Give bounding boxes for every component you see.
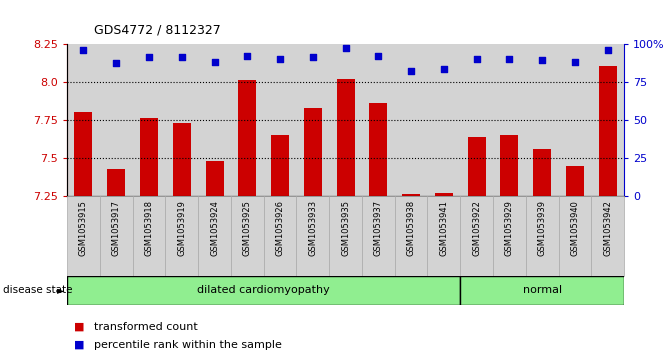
Bar xyxy=(501,135,519,196)
Bar xyxy=(395,44,427,196)
Point xyxy=(438,66,449,72)
Text: ■: ■ xyxy=(74,322,85,332)
Bar xyxy=(558,44,591,196)
Bar xyxy=(74,112,93,196)
Bar xyxy=(100,44,133,196)
Bar xyxy=(205,161,223,196)
Point xyxy=(537,57,548,63)
Bar xyxy=(140,118,158,196)
Bar xyxy=(369,103,387,196)
Bar xyxy=(526,44,558,196)
Point xyxy=(307,54,318,60)
Bar xyxy=(304,107,322,196)
Text: GSM1053926: GSM1053926 xyxy=(276,200,285,256)
Point xyxy=(603,47,613,53)
Bar xyxy=(133,44,165,196)
Bar xyxy=(493,44,526,196)
Text: GSM1053938: GSM1053938 xyxy=(407,200,415,256)
Bar xyxy=(395,196,427,276)
Text: ►: ► xyxy=(57,285,64,295)
Bar xyxy=(67,44,100,196)
Bar xyxy=(460,196,493,276)
Bar xyxy=(107,168,125,196)
Bar xyxy=(526,196,558,276)
Bar xyxy=(427,196,460,276)
Point xyxy=(209,59,220,65)
Text: GSM1053924: GSM1053924 xyxy=(210,200,219,256)
Point xyxy=(78,47,89,53)
Bar xyxy=(172,123,191,196)
Point xyxy=(504,56,515,62)
Bar xyxy=(231,196,264,276)
Point xyxy=(111,61,121,66)
Text: percentile rank within the sample: percentile rank within the sample xyxy=(94,340,282,350)
Bar xyxy=(591,196,624,276)
Bar xyxy=(337,79,354,196)
Point xyxy=(144,54,154,60)
Text: GSM1053918: GSM1053918 xyxy=(144,200,154,256)
Bar xyxy=(427,44,460,196)
Text: GSM1053917: GSM1053917 xyxy=(112,200,121,256)
Bar xyxy=(100,196,133,276)
Bar xyxy=(329,196,362,276)
Bar xyxy=(362,44,395,196)
Bar xyxy=(599,66,617,196)
Bar xyxy=(238,80,256,196)
Text: GSM1053919: GSM1053919 xyxy=(177,200,187,256)
Text: transformed count: transformed count xyxy=(94,322,198,332)
Bar xyxy=(264,196,297,276)
Bar xyxy=(165,196,198,276)
Text: GSM1053940: GSM1053940 xyxy=(570,200,579,256)
Bar xyxy=(198,44,231,196)
Bar xyxy=(165,44,198,196)
Point xyxy=(274,56,285,62)
Bar xyxy=(460,276,624,305)
Text: GSM1053933: GSM1053933 xyxy=(308,200,317,256)
Bar xyxy=(533,149,551,196)
Point xyxy=(373,53,384,59)
Point xyxy=(242,53,253,59)
Point xyxy=(176,54,187,60)
Point xyxy=(570,59,580,65)
Bar xyxy=(329,44,362,196)
Bar xyxy=(566,166,584,196)
Bar xyxy=(198,196,231,276)
Text: GSM1053941: GSM1053941 xyxy=(440,200,448,256)
Text: ■: ■ xyxy=(74,340,85,350)
Text: dilated cardiomyopathy: dilated cardiomyopathy xyxy=(197,285,330,295)
Bar xyxy=(133,196,165,276)
Text: GSM1053939: GSM1053939 xyxy=(537,200,547,256)
Bar xyxy=(558,196,591,276)
Bar xyxy=(297,196,329,276)
Text: GSM1053942: GSM1053942 xyxy=(603,200,612,256)
Point xyxy=(406,68,417,74)
Bar xyxy=(591,44,624,196)
Bar xyxy=(264,44,297,196)
Text: GSM1053937: GSM1053937 xyxy=(374,200,383,256)
Bar xyxy=(460,44,493,196)
Text: GSM1053925: GSM1053925 xyxy=(243,200,252,256)
Bar xyxy=(402,195,420,196)
Point xyxy=(340,45,351,51)
Bar xyxy=(271,135,289,196)
Bar xyxy=(67,196,100,276)
Bar xyxy=(231,44,264,196)
Bar xyxy=(67,276,460,305)
Bar xyxy=(435,193,453,196)
Text: GSM1053922: GSM1053922 xyxy=(472,200,481,256)
Bar xyxy=(468,136,486,196)
Text: disease state: disease state xyxy=(3,285,73,295)
Bar xyxy=(493,196,526,276)
Text: GSM1053915: GSM1053915 xyxy=(79,200,88,256)
Text: normal: normal xyxy=(523,285,562,295)
Bar xyxy=(297,44,329,196)
Text: GDS4772 / 8112327: GDS4772 / 8112327 xyxy=(94,23,221,36)
Text: GSM1053929: GSM1053929 xyxy=(505,200,514,256)
Text: GSM1053935: GSM1053935 xyxy=(341,200,350,256)
Bar xyxy=(362,196,395,276)
Point xyxy=(471,56,482,62)
